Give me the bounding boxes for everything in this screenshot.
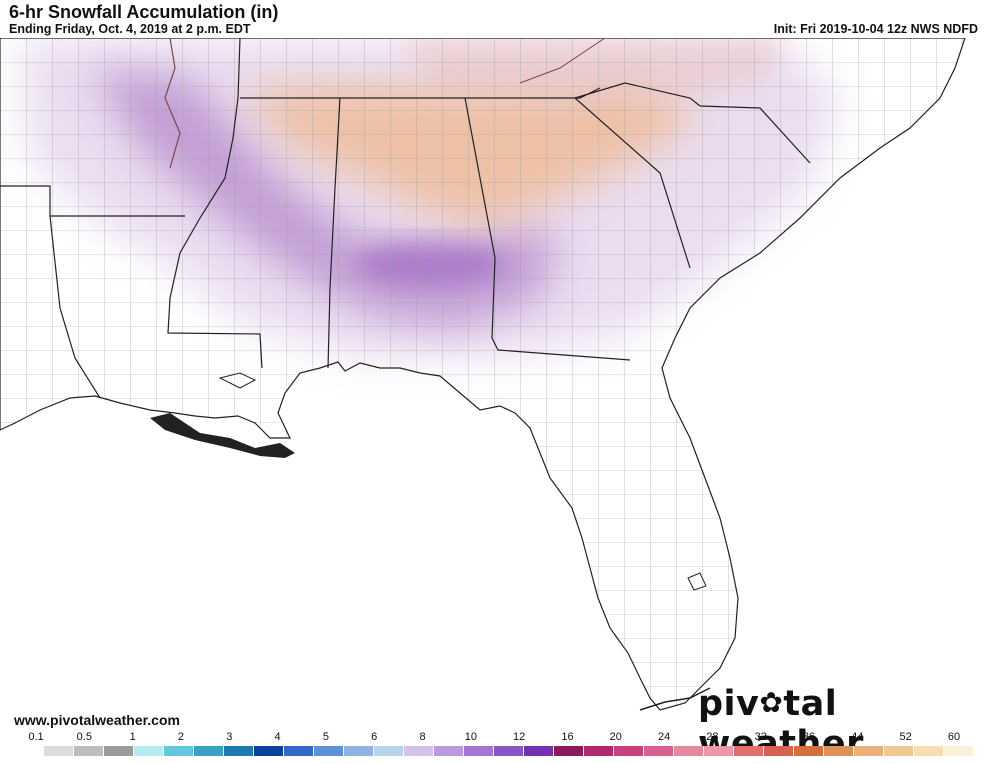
legend-swatch <box>644 746 674 756</box>
legend-swatch <box>734 746 764 756</box>
legend-swatch <box>134 746 164 756</box>
legend-swatch <box>464 746 494 756</box>
legend-tick-label: 52 <box>899 731 912 743</box>
legend-tick-label: 4 <box>274 731 281 743</box>
legend-swatch <box>764 746 794 756</box>
legend-swatch <box>14 746 44 756</box>
legend-tick-label: 1 <box>129 731 136 743</box>
pivotal-weather-logo: piv✿tal weather <box>698 684 990 764</box>
legend-tick-label: 0.5 <box>76 731 92 743</box>
legend-tick-label: 36 <box>802 731 816 743</box>
legend-swatch <box>344 746 374 756</box>
legend-swatch <box>284 746 314 756</box>
legend-swatch <box>614 746 644 756</box>
legend-swatch <box>884 746 914 756</box>
gear-icon: ✿ <box>759 686 784 719</box>
legend-swatch <box>494 746 524 756</box>
map-title: 6-hr Snowfall Accumulation (in) <box>9 2 279 22</box>
legend-swatch <box>704 746 734 756</box>
legend-swatch <box>374 746 404 756</box>
legend-tick-label: 10 <box>464 731 477 743</box>
legend-swatch <box>44 746 74 756</box>
legend-swatches <box>14 746 974 756</box>
legend-tick-label: 12 <box>513 731 526 743</box>
legend-swatch <box>404 746 434 756</box>
valid-time: Ending Friday, Oct. 4, 2019 at 2 p.m. ED… <box>9 22 251 36</box>
legend-swatch <box>314 746 344 756</box>
legend-tick-label: 6 <box>371 731 378 743</box>
legend-tick-label: 3 <box>226 731 233 743</box>
legend-swatch <box>584 746 614 756</box>
legend-swatch <box>164 746 194 756</box>
legend-tick-label: 0.1 <box>28 731 44 743</box>
color-scale-legend: 0.1 0.5 1 2 3 4 5 6 8 10 12 16 20 24 28 32 36 44 52 60 <box>14 731 974 761</box>
website-url: www.pivotalweather.com <box>14 712 180 728</box>
model-init: Init: Fri 2019-10-04 12z NWS NDFD <box>773 22 978 36</box>
brand-text-right: tal weather <box>698 684 864 764</box>
legend-swatch <box>224 746 254 756</box>
legend-tick-label: 2 <box>177 731 184 743</box>
legend-swatch <box>944 746 974 756</box>
legend-tick-label: 28 <box>706 731 719 743</box>
legend-swatch <box>554 746 584 756</box>
legend-swatch <box>254 746 284 756</box>
legend-tick-label: 8 <box>419 731 426 743</box>
legend-tick-label: 20 <box>609 731 622 743</box>
land-outline <box>0 38 966 711</box>
legend-tick-label: 24 <box>657 731 671 743</box>
legend-swatch <box>74 746 104 756</box>
legend-tick-label: 44 <box>851 731 864 743</box>
legend-swatch <box>914 746 944 756</box>
legend-tick-label: 16 <box>561 731 574 743</box>
legend-swatch <box>434 746 464 756</box>
legend-swatch <box>524 746 554 756</box>
legend-swatch <box>104 746 134 756</box>
legend-swatch <box>854 746 884 756</box>
legend-tick-label: 5 <box>322 731 329 743</box>
legend-tick-label: 32 <box>754 731 767 743</box>
legend-swatch <box>194 746 224 756</box>
legend-swatch <box>674 746 704 756</box>
legend-swatch <box>794 746 824 756</box>
legend-swatch <box>824 746 854 756</box>
snowfall-map <box>0 38 966 711</box>
legend-tick-label: 60 <box>947 731 961 743</box>
brand-text-left: piv <box>698 684 760 724</box>
